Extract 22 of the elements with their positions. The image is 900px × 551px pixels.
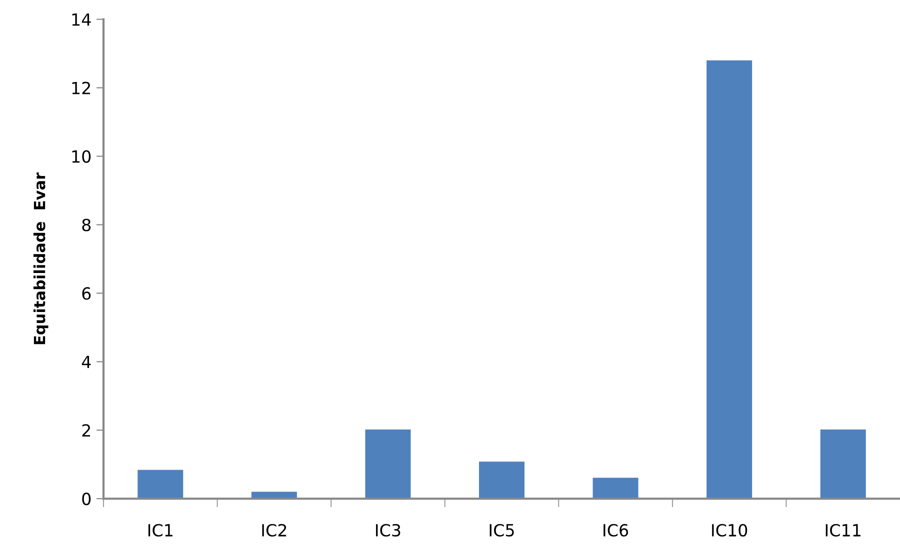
x-tick-label: IC1 xyxy=(148,524,172,537)
bar xyxy=(820,429,866,499)
bar xyxy=(138,470,184,499)
y-tick-label: 0 xyxy=(82,492,91,506)
x-tick-label: IC2 xyxy=(262,524,286,537)
bar xyxy=(706,60,752,499)
y-tick-label: 10 xyxy=(72,150,91,163)
y-tick-label: 8 xyxy=(82,218,91,232)
bar xyxy=(478,462,525,499)
bar xyxy=(592,478,638,499)
x-tick-label: IC5 xyxy=(490,524,514,537)
y-tick-label: 14 xyxy=(72,13,91,26)
x-tick-label: IC11 xyxy=(826,524,860,537)
x-tick-label: IC10 xyxy=(712,524,748,537)
bar xyxy=(365,429,411,499)
x-tick-label: IC6 xyxy=(604,524,628,537)
x-tick-label: IC3 xyxy=(376,524,400,537)
y-axis-title: Equitabilidade Evar xyxy=(33,172,48,344)
y-tick-label: 6 xyxy=(82,287,91,300)
y-tick-label: 12 xyxy=(72,82,90,94)
y-tick-label: 4 xyxy=(82,356,91,368)
y-tick-label: 2 xyxy=(82,424,90,437)
